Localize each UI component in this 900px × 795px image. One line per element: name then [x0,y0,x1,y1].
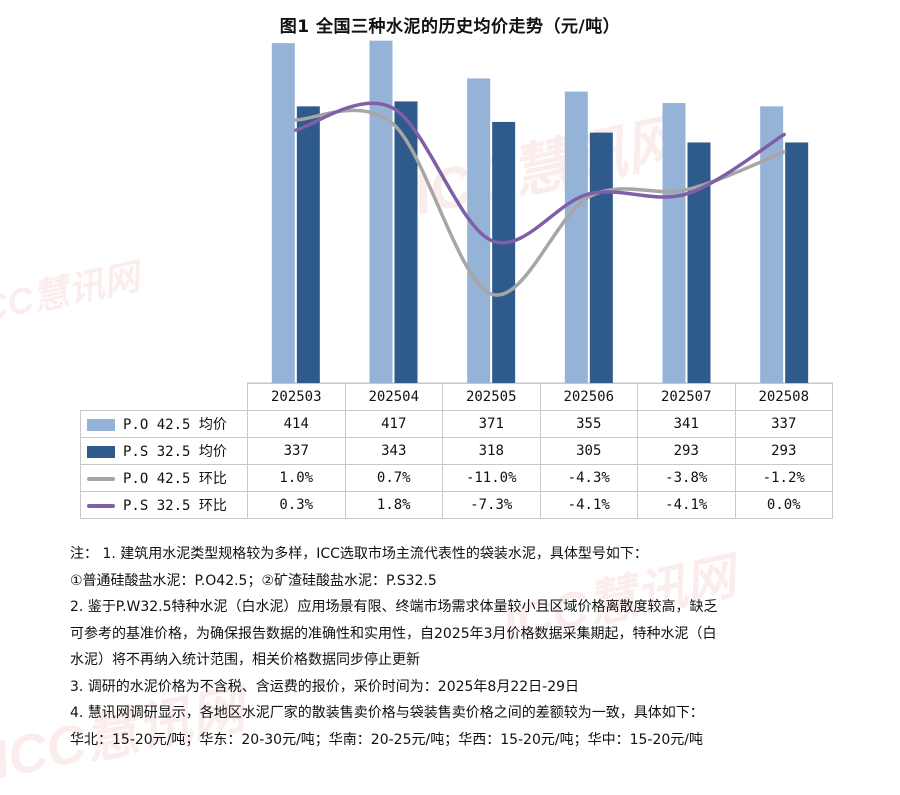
legend-entry: P.S 32.5 均价 [80,437,248,465]
series-name: P.S 32.5 环比 [123,498,227,514]
table-corner [80,383,248,411]
table-cell: 341 [637,410,736,438]
table-header-row: 202503 202504 202505 202506 202507 20250… [80,383,833,411]
note-line: 注： 1. 建筑用水泥类型规格较为多样，ICC选取市场主流代表性的袋装水泥，具体… [70,546,648,562]
legend-key-po-mom [87,477,115,481]
legend-key-ps-price [87,446,115,458]
table-row: P.O 42.5 环比 1.0% 0.7% -11.0% -4.3% -3.8%… [80,464,833,492]
category-label: 202507 [637,383,736,411]
table-row: P.S 32.5 均价 337 343 318 305 293 293 [80,437,833,465]
table-row: P.O 42.5 均价 414 417 371 355 341 337 [80,410,833,438]
table-row: P.S 32.5 环比 0.3% 1.8% -7.3% -4.1% -4.1% … [80,491,833,519]
line-po-mom [294,108,786,297]
category-label: 202506 [539,383,638,411]
table-cell: -1.2% [734,464,833,492]
bar-ps-price [394,101,418,383]
legend-entry: P.S 32.5 环比 [80,491,248,519]
table-cell: -4.1% [539,491,638,519]
note-line: 3. 调研的水泥价格为不含税、含运费的报价，采价时间为：2025年8月22日-2… [70,678,580,695]
series-name: P.S 32.5 均价 [123,444,227,460]
bar-ps-price [492,121,516,383]
category-label: 202503 [247,383,346,411]
series-name: P.O 42.5 均价 [123,417,227,433]
table-cell: 1.0% [247,464,346,492]
series-name: P.O 42.5 环比 [123,471,227,487]
table-cell: 0.3% [247,491,346,519]
bar-ps-price [296,106,320,384]
table-cell: -11.0% [442,464,541,492]
bar-ps-price [589,132,613,383]
table-cell: 305 [539,437,638,465]
table-cell: 337 [734,410,833,438]
chart-plot [247,40,833,384]
bar-po-price [760,106,784,384]
table-cell: 414 [247,410,346,438]
table-cell: -4.3% [539,464,638,492]
category-label: 202505 [442,383,541,411]
table-cell: 337 [247,437,346,465]
table-cell: 417 [344,410,443,438]
bar-po-price [564,91,588,384]
bar-ps-price [687,142,711,383]
chart-title: 图1 全国三种水泥的历史均价走势（元/吨） [279,17,621,37]
note-line: 4. 慧讯网调研显示，各地区水泥厂家的散装售卖价格与袋装售卖价格之间的差额较为一… [70,705,704,721]
notes-section: 注： 1. 建筑用水泥类型规格较为多样，ICC选取市场主流代表性的袋装水泥，具体… [70,541,850,753]
table-cell: 318 [442,437,541,465]
bar-po-price [662,103,686,383]
legend-key-po-price [87,419,115,431]
table-cell: -7.3% [442,491,541,519]
bar-po-price [271,43,295,383]
note-line: 可参考的基准价格，为确保报告数据的准确性和实用性，自2025年3月价格数据采集期… [70,625,717,642]
bar-ps-price [785,142,809,383]
bar-po-price [369,40,393,384]
category-label: 202504 [344,383,443,411]
table-cell: 355 [539,410,638,438]
category-label: 202508 [734,383,833,411]
table-cell: -4.1% [637,491,736,519]
table-cell: 1.8% [344,491,443,519]
legend-key-ps-mom [87,504,115,508]
line-ps-mom [294,101,786,245]
table-cell: 0.0% [734,491,833,519]
table-cell: 0.7% [344,464,443,492]
note-line: 2. 鉴于P.W32.5特种水泥（白水泥）应用场景有限、终端市场需求体量较小且区… [70,599,718,615]
table-cell: 293 [734,437,833,465]
note-line: ①普通硅酸盐水泥：P.O42.5；②矿渣硅酸盐水泥：P.S32.5 [70,572,437,589]
note-line: 华北：15-20元/吨；华东：20-30元/吨；华南：20-25元/吨；华西：1… [70,731,703,748]
data-table: 202503 202504 202505 202506 202507 20250… [80,383,833,519]
table-cell: -3.8% [637,464,736,492]
table-cell: 293 [637,437,736,465]
table-cell: 343 [344,437,443,465]
legend-entry: P.O 42.5 均价 [80,410,248,438]
note-line: 水泥）将不再纳入统计范围，相关价格数据同步停止更新 [70,652,420,668]
table-cell: 371 [442,410,541,438]
legend-entry: P.O 42.5 环比 [80,464,248,492]
